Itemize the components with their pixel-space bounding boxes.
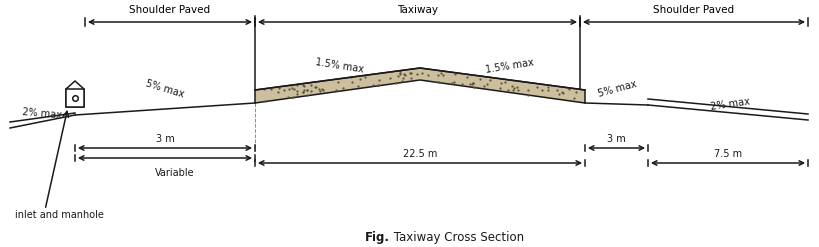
Text: Shoulder Paved: Shoulder Paved — [129, 5, 210, 15]
Polygon shape — [66, 81, 84, 107]
Text: Variable: Variable — [155, 168, 195, 178]
Text: 22.5 m: 22.5 m — [402, 149, 437, 159]
Polygon shape — [255, 68, 584, 103]
Bar — [66, 89, 84, 107]
Text: 3 m: 3 m — [606, 134, 625, 144]
Text: 3 m: 3 m — [156, 134, 174, 144]
Text: 1.5% max: 1.5% max — [314, 58, 364, 75]
Text: 2% max: 2% max — [708, 97, 749, 112]
Text: Shoulder Paved: Shoulder Paved — [653, 5, 734, 15]
Text: 5% max: 5% max — [144, 79, 185, 100]
Text: inlet and manhole: inlet and manhole — [15, 210, 104, 220]
Text: Taxiway: Taxiway — [396, 5, 437, 15]
Text: 7.5 m: 7.5 m — [713, 149, 741, 159]
Text: 1.5% max: 1.5% max — [485, 58, 534, 75]
Text: Fig.: Fig. — [364, 231, 390, 245]
Text: 2% max: 2% max — [22, 106, 62, 120]
Text: Taxiway Cross Section: Taxiway Cross Section — [390, 231, 523, 245]
Text: 5% max: 5% max — [595, 79, 636, 99]
